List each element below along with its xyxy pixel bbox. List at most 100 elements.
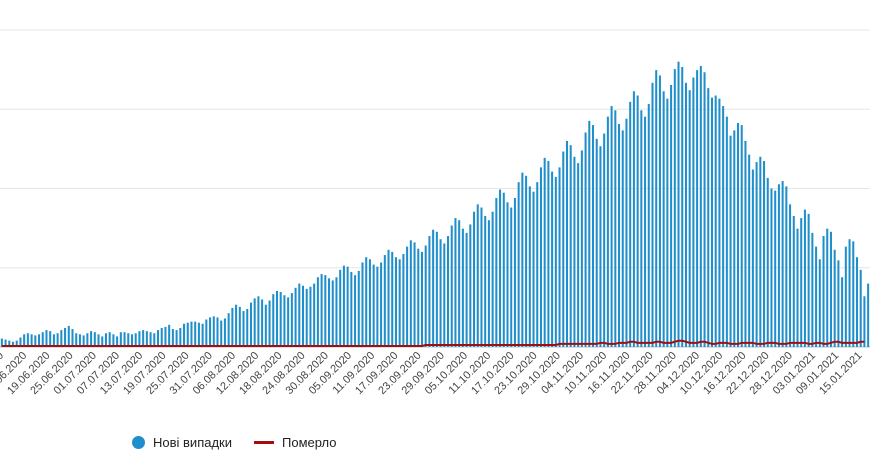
bar-new-cases[interactable] [342, 265, 345, 347]
bar-new-cases[interactable] [78, 334, 81, 347]
line-deaths[interactable] [1, 339, 865, 347]
bar-new-cases[interactable] [249, 302, 252, 347]
bar-new-cases[interactable] [852, 241, 855, 347]
bar-new-cases[interactable] [640, 110, 643, 347]
bar-new-cases[interactable] [443, 243, 446, 347]
bar-new-cases[interactable] [473, 211, 476, 347]
bar-new-cases[interactable] [551, 171, 554, 347]
bar-new-cases[interactable] [383, 255, 386, 347]
bar-new-cases[interactable] [417, 248, 420, 347]
bar-new-cases[interactable] [108, 332, 111, 347]
bar-new-cases[interactable] [420, 251, 423, 347]
bar-new-cases[interactable] [781, 181, 784, 347]
bar-new-cases[interactable] [168, 324, 171, 347]
bar-new-cases[interactable] [759, 156, 762, 347]
bar-new-cases[interactable] [484, 215, 487, 347]
bar-new-cases[interactable] [532, 191, 535, 347]
bar-new-cases[interactable] [294, 287, 297, 347]
bar-new-cases[interactable] [335, 277, 338, 347]
bar-new-cases[interactable] [510, 207, 513, 347]
bar-new-cases[interactable] [591, 125, 595, 347]
bar-new-cases[interactable] [34, 335, 37, 347]
bar-new-cases[interactable] [770, 188, 773, 348]
bar-new-cases[interactable] [707, 88, 710, 348]
bar-new-cases[interactable] [621, 130, 624, 347]
bar-new-cases[interactable] [722, 106, 725, 347]
bar-new-cases[interactable] [480, 207, 483, 347]
bar-new-cases[interactable] [539, 167, 542, 347]
bar-new-cases[interactable] [331, 280, 334, 347]
bar-new-cases[interactable] [569, 145, 572, 347]
bar-new-cases[interactable] [130, 334, 133, 347]
bar-new-cases[interactable] [807, 213, 810, 347]
bar-new-cases[interactable] [841, 277, 844, 347]
bar-new-cases[interactable] [528, 186, 531, 347]
bar-new-cases[interactable] [406, 246, 409, 347]
bar-new-cases[interactable] [194, 321, 197, 347]
bar-new-cases[interactable] [439, 239, 442, 347]
bar-new-cases[interactable] [670, 84, 673, 347]
bar-new-cases[interactable] [227, 313, 230, 347]
bar-new-cases[interactable] [261, 299, 264, 347]
bar-new-cases[interactable] [127, 333, 130, 347]
bar-new-cases[interactable] [112, 334, 115, 347]
bar-new-cases[interactable] [629, 101, 632, 347]
bar-new-cases[interactable] [803, 209, 806, 347]
bar-new-cases[interactable] [391, 251, 394, 347]
bar-new-cases[interactable] [197, 322, 200, 347]
bar-new-cases[interactable] [666, 98, 669, 348]
bar-new-cases[interactable] [253, 298, 256, 347]
bar-new-cases[interactable] [175, 330, 178, 347]
bar-new-cases[interactable] [275, 291, 278, 347]
bar-new-cases[interactable] [736, 122, 740, 348]
bar-new-cases[interactable] [52, 334, 55, 347]
bar-new-cases[interactable] [409, 240, 412, 347]
bar-new-cases[interactable] [357, 270, 360, 347]
bar-new-cases[interactable] [577, 163, 580, 347]
bar-new-cases[interactable] [231, 307, 234, 347]
bar-new-cases[interactable] [766, 177, 769, 347]
bar-new-cases[interactable] [283, 295, 286, 347]
bar-new-cases[interactable] [461, 228, 464, 347]
bar-new-cases[interactable] [554, 176, 557, 347]
bar-new-cases[interactable] [298, 283, 301, 347]
bar-new-cases[interactable] [376, 266, 379, 347]
bar-new-cases[interactable] [368, 259, 371, 347]
bar-new-cases[interactable] [86, 333, 89, 347]
bar-new-cases[interactable] [487, 220, 490, 347]
bar-new-cases[interactable] [372, 264, 375, 347]
bar-new-cases[interactable] [774, 190, 777, 347]
bar-new-cases[interactable] [101, 336, 104, 347]
bar-new-cases[interactable] [268, 300, 271, 347]
bar-new-cases[interactable] [60, 330, 63, 347]
bar-new-cases[interactable] [606, 116, 609, 348]
bar-new-cases[interactable] [365, 257, 368, 347]
bar-new-cases[interactable] [822, 236, 825, 347]
bar-new-cases[interactable] [684, 82, 687, 347]
bar-new-cases[interactable] [829, 231, 832, 347]
bar-new-cases[interactable] [792, 215, 795, 347]
bar-new-cases[interactable] [789, 204, 792, 347]
bar-new-cases[interactable] [525, 175, 528, 347]
bar-new-cases[interactable] [614, 110, 617, 347]
bar-new-cases[interactable] [160, 327, 163, 347]
bar-new-cases[interactable] [97, 334, 100, 347]
bar-new-cases[interactable] [328, 278, 331, 347]
bar-new-cases[interactable] [818, 259, 821, 347]
bar-new-cases[interactable] [153, 333, 156, 347]
bar-new-cases[interactable] [387, 249, 390, 347]
bar-new-cases[interactable] [848, 239, 851, 347]
bar-new-cases[interactable] [45, 330, 48, 347]
bar-new-cases[interactable] [64, 327, 67, 347]
bar-new-cases[interactable] [82, 335, 85, 347]
bar-new-cases[interactable] [30, 334, 33, 347]
bar-new-cases[interactable] [714, 95, 717, 347]
bar-new-cases[interactable] [796, 228, 799, 347]
bar-new-cases[interactable] [246, 308, 249, 347]
bar-new-cases[interactable] [855, 257, 858, 347]
bar-new-cases[interactable] [755, 162, 758, 347]
bar-new-cases[interactable] [647, 103, 650, 347]
bar-new-cases[interactable] [815, 246, 818, 347]
bar-new-cases[interactable] [573, 156, 576, 347]
bar-new-cases[interactable] [164, 326, 167, 347]
